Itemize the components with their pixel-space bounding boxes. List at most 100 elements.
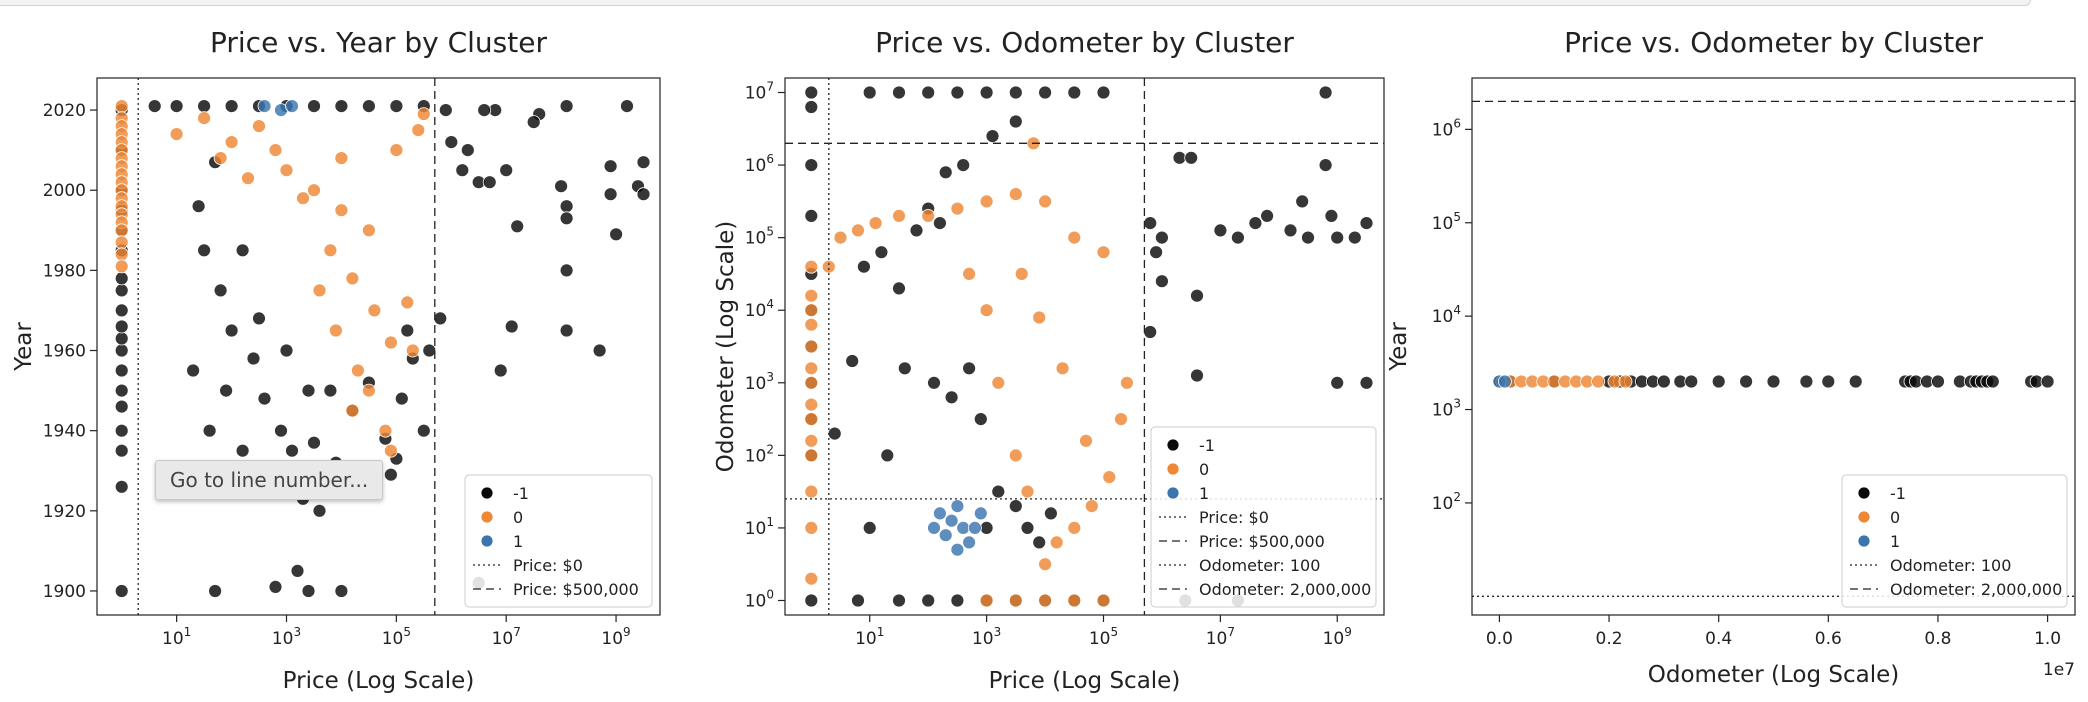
data-point bbox=[979, 303, 994, 318]
x-tick-label: 0.8 bbox=[1924, 629, 1951, 649]
data-point bbox=[962, 361, 976, 376]
x-axis-label: Odometer (Log Scale) bbox=[1648, 662, 1899, 688]
data-point bbox=[411, 123, 426, 138]
data-point bbox=[296, 191, 310, 206]
data-point bbox=[114, 271, 129, 286]
data-point bbox=[862, 521, 877, 535]
data-point bbox=[868, 216, 883, 231]
go-to-line-tooltip[interactable]: Go to line number... bbox=[155, 460, 384, 500]
x-tick-label: 105 bbox=[1089, 625, 1118, 649]
data-point bbox=[169, 99, 184, 113]
data-point bbox=[1038, 194, 1052, 209]
data-point bbox=[804, 85, 819, 100]
data-point bbox=[979, 85, 994, 100]
legend-marker bbox=[480, 534, 494, 548]
legend-marker bbox=[1857, 534, 1871, 548]
legend-label: Odometer: 100 bbox=[1890, 556, 2011, 575]
x-tick-label: 0.4 bbox=[1705, 629, 1732, 649]
data-point bbox=[962, 535, 976, 550]
data-point bbox=[1014, 266, 1029, 281]
data-point bbox=[114, 99, 129, 113]
plot-frame bbox=[784, 77, 1385, 616]
series-1 bbox=[927, 499, 988, 557]
data-point bbox=[301, 584, 316, 598]
data-point bbox=[985, 129, 1000, 144]
data-point bbox=[1096, 245, 1111, 260]
x-tick-label: 1.0 bbox=[2034, 629, 2061, 649]
y-tick-label: 107 bbox=[745, 80, 774, 104]
legend-box bbox=[464, 474, 653, 608]
data-point bbox=[438, 103, 453, 117]
data-point bbox=[933, 506, 947, 521]
legend-marker bbox=[1166, 462, 1180, 476]
data-point bbox=[114, 235, 129, 250]
data-point bbox=[956, 158, 971, 173]
data-point bbox=[416, 423, 431, 438]
data-point bbox=[973, 412, 988, 427]
data-point bbox=[1248, 216, 1263, 231]
legend-label: 0 bbox=[513, 508, 523, 527]
data-point bbox=[482, 175, 497, 190]
legend-label: 1 bbox=[513, 532, 523, 551]
legend-label: Odometer: 2,000,000 bbox=[1890, 580, 2062, 599]
data-point bbox=[444, 135, 459, 150]
y-tick-label: 103 bbox=[745, 370, 774, 394]
data-point bbox=[1318, 158, 1333, 173]
legend-label: 0 bbox=[1890, 508, 1900, 527]
data-point bbox=[804, 339, 819, 354]
legend-label: Price: $0 bbox=[513, 556, 583, 575]
data-point bbox=[1149, 245, 1163, 260]
data-point bbox=[892, 85, 906, 100]
data-point bbox=[422, 343, 437, 358]
data-point bbox=[394, 391, 409, 406]
x-tick-label: 0.2 bbox=[1596, 629, 1623, 649]
data-point bbox=[405, 343, 420, 358]
data-point bbox=[1120, 375, 1134, 390]
data-point bbox=[1008, 499, 1023, 514]
data-point bbox=[603, 159, 618, 174]
data-point bbox=[1213, 223, 1228, 238]
data-point bbox=[1067, 230, 1082, 245]
data-point bbox=[219, 383, 234, 398]
data-point bbox=[1821, 374, 1836, 389]
data-point bbox=[950, 499, 965, 514]
data-point bbox=[1055, 361, 1070, 376]
y-axis-label: Year bbox=[1386, 322, 1412, 372]
data-point bbox=[1038, 557, 1052, 572]
y-tick-label: 2000 bbox=[43, 181, 86, 201]
data-point bbox=[938, 528, 953, 543]
y-axis-label: Year bbox=[11, 322, 37, 372]
y-tick-label: 104 bbox=[1432, 303, 1461, 327]
data-point bbox=[328, 323, 343, 338]
x-tick-label: 109 bbox=[1323, 625, 1352, 649]
data-point bbox=[1498, 374, 1512, 389]
data-point bbox=[252, 119, 266, 133]
data-point bbox=[804, 158, 819, 173]
data-point bbox=[603, 187, 618, 202]
legend: -1 0 1 Price: $0 Price: $500,000 bbox=[464, 474, 653, 608]
data-point bbox=[323, 243, 338, 258]
data-point bbox=[114, 223, 129, 238]
chart-3: Price vs. Odometer by Cluster 0.0 0.2 0.4 0.… bbox=[1386, 26, 2076, 688]
data-point bbox=[1347, 230, 1362, 245]
data-point bbox=[874, 245, 889, 260]
y-tick-label: 103 bbox=[1432, 397, 1461, 421]
data-point bbox=[208, 584, 223, 598]
data-point bbox=[378, 423, 393, 438]
data-point bbox=[1985, 374, 2000, 389]
data-point bbox=[1324, 208, 1339, 223]
legend-label: Odometer: 2,000,000 bbox=[1199, 580, 1371, 599]
data-point bbox=[1084, 499, 1099, 514]
legend-label: Price: $0 bbox=[1199, 508, 1269, 527]
x-tick-label: 103 bbox=[972, 625, 1001, 649]
data-point bbox=[345, 403, 360, 418]
data-point bbox=[235, 243, 250, 258]
y-tick-label: 1920 bbox=[43, 502, 86, 522]
data-point bbox=[804, 288, 819, 303]
data-point bbox=[1096, 593, 1111, 608]
data-point bbox=[1684, 374, 1699, 389]
data-point bbox=[224, 323, 239, 338]
data-point bbox=[257, 99, 272, 113]
data-point bbox=[114, 343, 129, 358]
legend-label: -1 bbox=[1199, 436, 1215, 455]
